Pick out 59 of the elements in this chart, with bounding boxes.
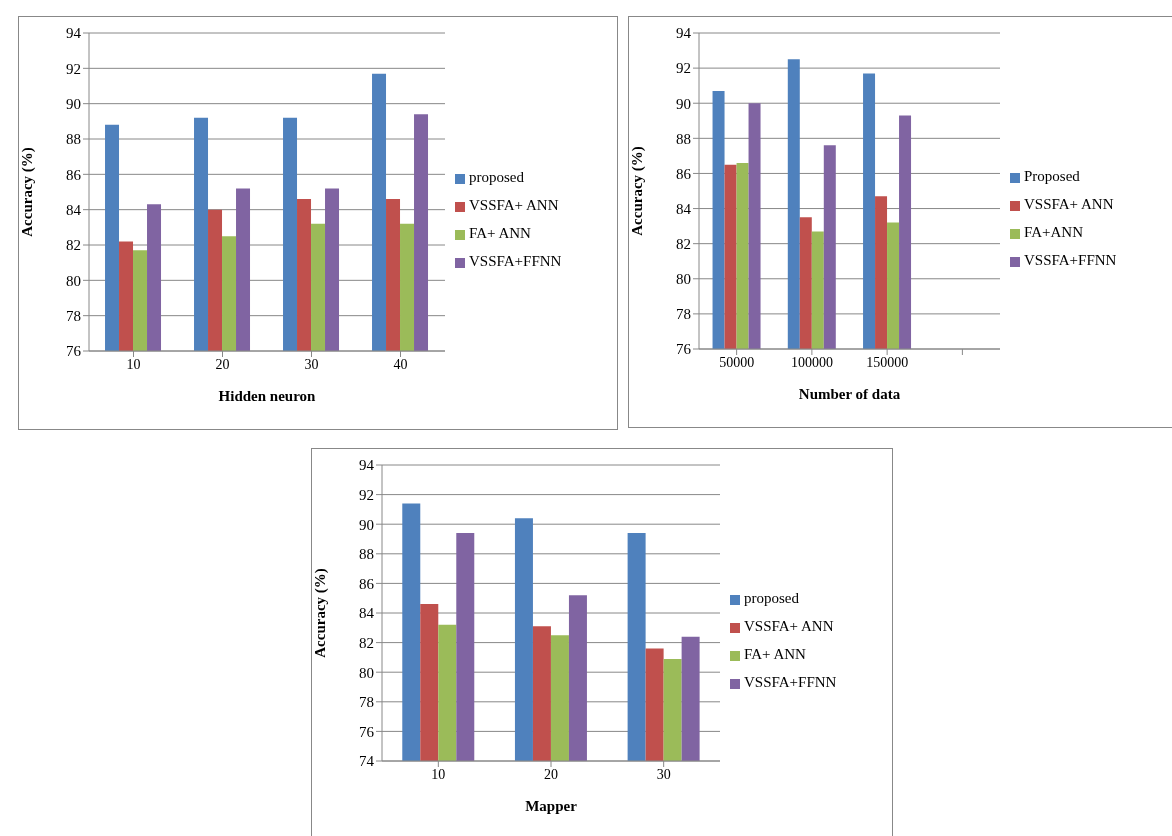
y-tick-label: 92 (359, 486, 374, 503)
x-tick-label: 30 (304, 356, 319, 372)
y-axis-title: Accuracy (%) (312, 568, 330, 658)
x-axis-title: Hidden neuron (218, 388, 317, 404)
y-tick-label: 84 (66, 201, 82, 218)
y-tick-label: 80 (676, 271, 691, 288)
x-tick-label: 30 (656, 766, 671, 782)
y-tick-label: 76 (676, 341, 692, 358)
y-tick-label: 84 (676, 200, 692, 217)
y-tick-label: 76 (359, 723, 375, 740)
x-tick-label: 100000 (790, 354, 833, 370)
x-tick-label: 20 (215, 356, 230, 372)
x-tick-label: 10 (431, 766, 446, 782)
y-tick-label: 78 (66, 307, 81, 324)
x-tick-label: 40 (393, 356, 408, 372)
y-tick-label: 82 (66, 237, 81, 254)
y-tick-label: 78 (676, 306, 691, 323)
y-tick-label: 78 (359, 694, 374, 711)
y-tick-label: 94 (359, 457, 375, 474)
legend-label: proposed (469, 169, 524, 185)
y-tick-label: 82 (676, 235, 691, 252)
y-tick-label: 86 (676, 165, 692, 182)
legend-label: FA+ ANN (469, 225, 531, 241)
x-axis-title: Mapper (525, 798, 578, 814)
y-tick-label: 92 (676, 60, 691, 77)
legend-label: VSSFA+ ANN (744, 618, 834, 634)
x-tick-label: 10 (126, 356, 141, 372)
legend-label: VSSFA+ ANN (469, 197, 559, 213)
x-tick-label: 20 (544, 766, 558, 782)
x-axis-title: Number of data (798, 386, 901, 402)
y-tick-label: 88 (359, 546, 374, 563)
y-tick-label: 94 (66, 25, 82, 42)
x-tick-label: 150000 (866, 354, 909, 370)
y-tick-label: 80 (66, 272, 81, 289)
legend-label: VSSFA+FFNN (744, 674, 837, 690)
y-tick-label: 86 (66, 166, 82, 183)
legend-label: VSSFA+FFNN (1024, 252, 1117, 268)
y-tick-label: 90 (676, 95, 691, 112)
y-tick-label: 92 (66, 60, 81, 77)
y-tick-label: 86 (359, 575, 375, 592)
legend-label: VSSFA+ ANN (1024, 196, 1114, 212)
y-tick-label: 82 (359, 634, 374, 651)
y-tick-label: 76 (66, 343, 82, 360)
y-axis-title: Accuracy (%) (19, 147, 37, 237)
y-tick-label: 88 (66, 131, 81, 148)
legend-label: FA+ANN (1024, 224, 1084, 240)
y-tick-label: 90 (66, 95, 81, 112)
x-tick-label: 50000 (719, 354, 755, 370)
legend-label: FA+ ANN (744, 646, 806, 662)
y-tick-label: 90 (359, 516, 374, 533)
y-axis-title: Accuracy (%) (629, 146, 647, 236)
y-tick-label: 94 (676, 25, 692, 42)
legend-label: Proposed (1024, 168, 1080, 184)
y-tick-label: 74 (359, 753, 375, 770)
y-tick-label: 80 (359, 664, 374, 681)
legend-label: VSSFA+FFNN (469, 253, 562, 269)
legend-label: proposed (744, 590, 799, 606)
y-tick-label: 84 (359, 605, 375, 622)
y-tick-label: 88 (676, 130, 691, 147)
